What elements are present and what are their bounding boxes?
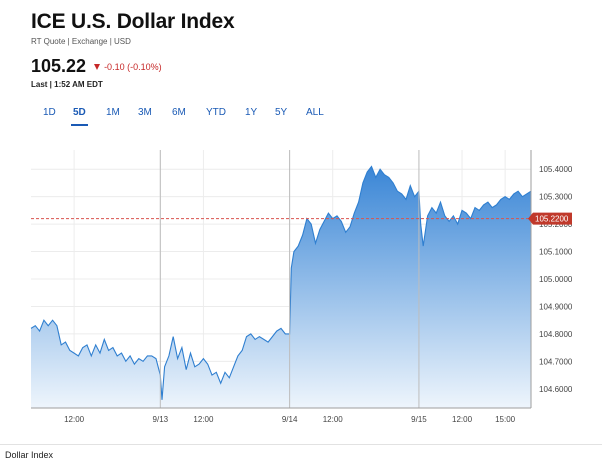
tab-5d[interactable]: 5D xyxy=(71,104,88,126)
y-tick-label: 105.1000 xyxy=(539,248,573,257)
chart-caption: Dollar Index xyxy=(5,450,54,460)
quote-subtitle: RT Quote | Exchange | USD xyxy=(31,37,131,46)
x-tick-label: 9/14 xyxy=(282,415,298,424)
x-tick-label: 9/13 xyxy=(153,415,169,424)
x-tick-label: 12:00 xyxy=(193,415,214,424)
x-tick-label: 9/15 xyxy=(411,415,427,424)
down-arrow-icon xyxy=(94,63,101,70)
series-line xyxy=(30,165,532,400)
reference-badge xyxy=(528,212,572,225)
x-tick-label: 12:00 xyxy=(452,415,473,424)
tab-6m[interactable]: 6M xyxy=(172,107,186,118)
price-row: 105.22 -0.10 (-0.10%) xyxy=(31,56,162,77)
last-price: 105.22 xyxy=(31,56,87,76)
tab-5y[interactable]: 5Y xyxy=(275,107,288,118)
y-tick-label: 104.9000 xyxy=(539,302,573,311)
x-tick-label: 12:00 xyxy=(323,415,344,424)
tab-all[interactable]: ALL xyxy=(306,107,324,118)
tab-1m[interactable]: 1M xyxy=(106,107,120,118)
y-tick-label: 104.6000 xyxy=(539,385,573,394)
y-tick-label: 105.4000 xyxy=(539,165,573,174)
page-title: ICE U.S. Dollar Index xyxy=(31,10,235,33)
price-change-text: -0.10 (-0.10%) xyxy=(104,61,162,72)
tab-1d[interactable]: 1D xyxy=(43,107,56,118)
price-chart[interactable]: 104.6000 104.7000 104.8000 104.9000 105.0000… xyxy=(0,140,602,440)
y-tick-label: 104.8000 xyxy=(539,330,573,339)
tab-3m[interactable]: 3M xyxy=(138,107,152,118)
x-tick-label: 12:00 xyxy=(64,415,85,424)
y-tick-label: 105.0000 xyxy=(539,275,573,284)
y-tick-label: 105.3000 xyxy=(539,193,573,202)
last-updated-time: Last | 1:52 AM EDT xyxy=(31,80,103,89)
reference-label: 105.2200 xyxy=(535,215,569,224)
tab-ytd[interactable]: YTD xyxy=(206,107,226,118)
y-tick-label: 104.7000 xyxy=(539,357,573,366)
price-change: -0.10 (-0.10%) xyxy=(94,62,162,72)
divider xyxy=(0,444,602,445)
tab-1y[interactable]: 1Y xyxy=(245,107,258,118)
x-tick-label: 15:00 xyxy=(495,415,516,424)
series-area xyxy=(31,166,531,408)
